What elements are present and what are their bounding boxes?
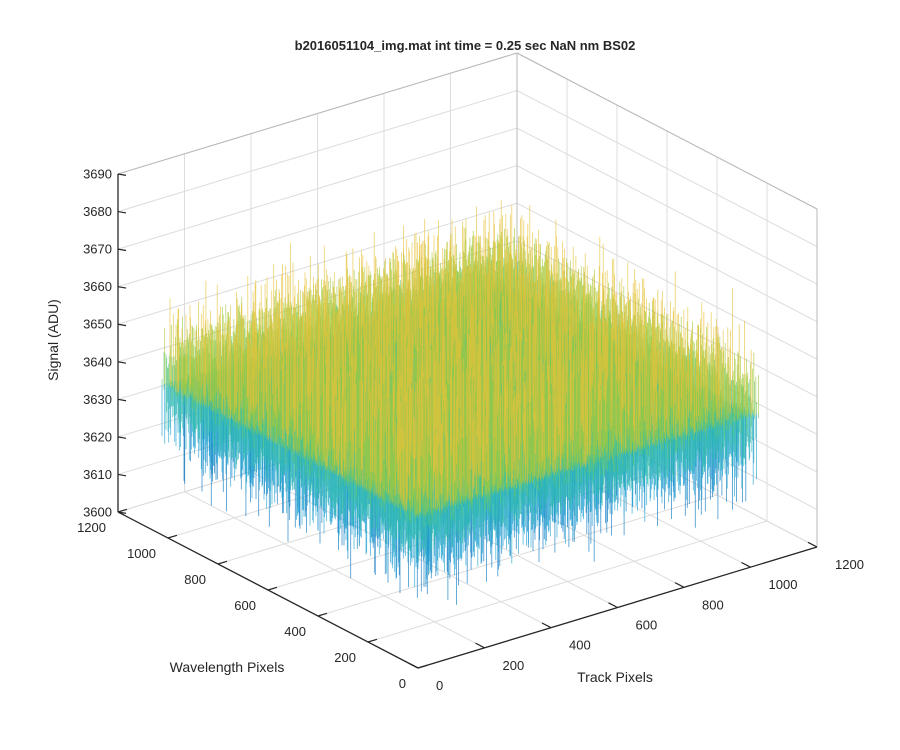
y-tick-mark — [317, 612, 328, 617]
z-tick-mark — [117, 511, 127, 514]
grid-line — [367, 520, 768, 643]
surface-plot — [161, 200, 759, 605]
x-tick-label: 800 — [702, 597, 724, 612]
y-axis-label: Wavelength Pixels — [170, 659, 285, 675]
z-tick-mark — [117, 248, 127, 252]
chart-title: b2016051104_img.mat int time = 0.25 sec … — [295, 38, 636, 53]
y-tick-mark — [217, 560, 228, 565]
x-tick-mark — [807, 541, 818, 548]
z-tick-label: 3620 — [83, 429, 112, 444]
z-tick-label: 3670 — [83, 242, 112, 257]
y-tick-mark — [267, 586, 278, 591]
z-tick-label: 3640 — [83, 354, 112, 369]
x-tick-mark — [608, 602, 618, 609]
z-tick-label: 3680 — [83, 204, 112, 219]
y-tick-mark — [117, 508, 128, 513]
y-tick-label: 800 — [184, 572, 206, 587]
x-tick-label: 200 — [503, 658, 525, 673]
z-tick-label: 3690 — [83, 167, 112, 182]
x-tick-label: 1000 — [769, 577, 798, 592]
x-tick-mark — [475, 642, 485, 649]
z-tick-mark — [117, 323, 127, 327]
x-tick-label: 1200 — [835, 557, 864, 572]
x-tick-mark — [541, 622, 552, 629]
z-tick-mark — [117, 286, 127, 289]
z-axis-label: Signal (ADU) — [45, 299, 61, 381]
grid-line — [317, 494, 718, 617]
z-tick-label: 3630 — [83, 392, 112, 407]
z-tick-mark — [117, 436, 127, 439]
x-axis-label: Track Pixels — [577, 669, 653, 685]
z-tick-label: 3600 — [83, 505, 112, 520]
z-tick-mark — [117, 173, 127, 176]
y-tick-mark — [367, 638, 378, 643]
x-axis-ticks: 0 200 400 600 800 1000 1200 — [408, 541, 864, 693]
z-tick-label: 3660 — [83, 279, 112, 294]
x-tick-label: 600 — [636, 618, 658, 633]
surface-strokes — [169, 200, 752, 513]
grid-line — [516, 52, 818, 210]
z-tick-label: 3650 — [83, 317, 112, 332]
x-tick-label: 400 — [569, 638, 591, 653]
y-axis-ticks: 0 200 400 600 800 1000 1200 — [77, 508, 428, 691]
x-tick-mark — [408, 662, 419, 669]
z-tick-mark — [117, 473, 127, 477]
y-tick-label: 1200 — [77, 520, 106, 535]
x-tick-mark — [741, 561, 751, 568]
y-tick-label: 600 — [234, 598, 256, 613]
z-tick-label: 3610 — [83, 467, 112, 482]
y-tick-label: 0 — [399, 676, 406, 691]
grid-line — [117, 52, 518, 175]
x-tick-mark — [674, 582, 685, 588]
y-tick-mark — [417, 664, 428, 669]
z-tick-mark — [117, 361, 127, 364]
z-tick-mark — [117, 210, 127, 214]
z-axis-ticks: 3600 3610 3620 3630 3640 3650 3660 3670 3680 3690 — [83, 167, 127, 520]
x-tick-label: 0 — [436, 678, 443, 693]
y-tick-label: 400 — [284, 624, 306, 639]
y-tick-label: 1000 — [127, 546, 156, 561]
y-tick-label: 200 — [334, 650, 356, 665]
y-tick-mark — [167, 534, 178, 539]
z-tick-mark — [117, 398, 127, 402]
